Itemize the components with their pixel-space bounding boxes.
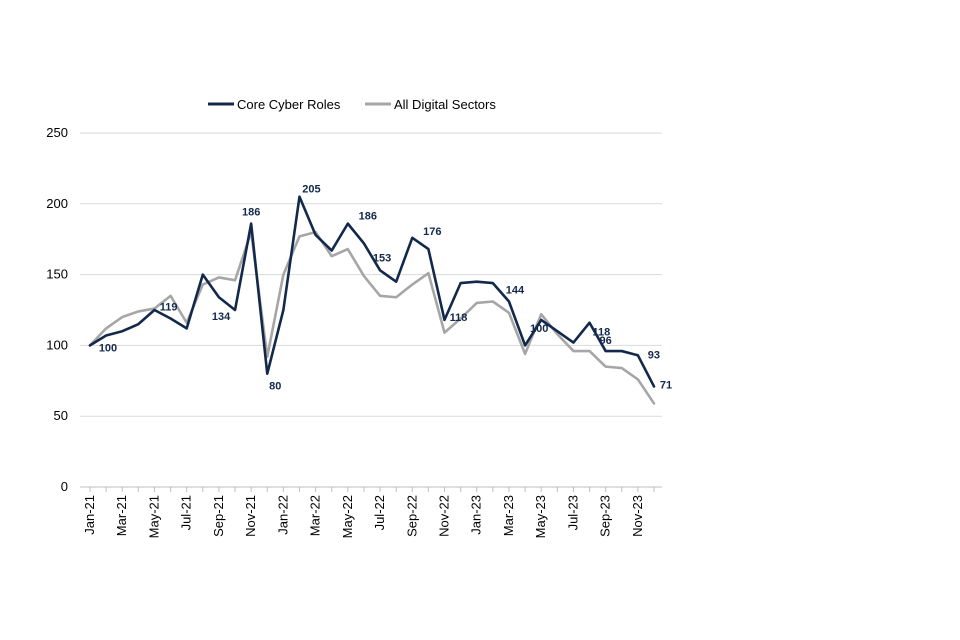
data-label: 118 xyxy=(450,312,468,324)
data-label: 100 xyxy=(530,323,548,335)
x-tick-label: Jul-23 xyxy=(565,495,580,530)
x-tick-label: Jul-22 xyxy=(372,495,387,530)
x-tick-label: Jan-22 xyxy=(275,495,290,535)
y-tick-label: 250 xyxy=(46,125,68,140)
x-tick-label: Sep-22 xyxy=(404,495,419,537)
x-tick-label: Mar-21 xyxy=(114,495,129,536)
legend: Core Cyber Roles All Digital Sectors xyxy=(208,97,496,112)
x-tick-label: Mar-22 xyxy=(308,495,323,536)
x-tick-label: Nov-22 xyxy=(437,495,452,537)
gridlines xyxy=(80,132,662,417)
legend-label: Core Cyber Roles xyxy=(237,97,341,112)
data-label: 144 xyxy=(506,285,525,297)
y-axis: 0 50 100 150 200 250 xyxy=(46,125,68,494)
x-tick-label: May-22 xyxy=(340,495,355,538)
x-tick-label: Mar-23 xyxy=(501,495,516,536)
data-label: 186 xyxy=(242,207,260,219)
legend-label: All Digital Sectors xyxy=(394,97,496,112)
y-tick-label: 100 xyxy=(46,337,68,352)
data-label: 71 xyxy=(660,379,672,391)
x-tick-label: May-23 xyxy=(533,495,548,538)
x-tick-label: Sep-21 xyxy=(211,495,226,537)
y-tick-label: 50 xyxy=(54,408,68,423)
data-label: 134 xyxy=(212,311,231,323)
x-tick-label: Jan-23 xyxy=(469,495,484,535)
data-label: 93 xyxy=(648,349,660,361)
x-tick-label: Jan-21 xyxy=(82,495,97,535)
y-tick-label: 150 xyxy=(46,267,68,282)
data-label: 80 xyxy=(269,381,281,393)
x-tick-label: May-21 xyxy=(146,495,161,538)
data-label: 176 xyxy=(423,226,441,238)
data-label: 186 xyxy=(359,211,377,223)
y-tick-label: 200 xyxy=(46,196,68,211)
data-label: 153 xyxy=(373,252,391,264)
y-tick-label: 0 xyxy=(61,479,68,494)
data-label: 100 xyxy=(99,342,117,354)
data-label: 96 xyxy=(600,335,612,347)
data-label: 118 xyxy=(593,327,611,339)
series-line-all-digital-sectors xyxy=(88,230,656,405)
x-tick-label: Sep-23 xyxy=(598,495,613,537)
x-tick-label: Nov-21 xyxy=(243,495,258,537)
x-tick-label: Jul-21 xyxy=(179,495,194,530)
series-lines xyxy=(88,195,656,405)
x-tick-label: Nov-23 xyxy=(630,495,645,537)
data-label: 205 xyxy=(302,184,320,196)
series-line-core-cyber-roles xyxy=(88,195,656,388)
x-axis: Jan-21 Mar-21 May-21 Jul-21 Sep-21 Nov-21 Jan-… xyxy=(80,486,662,538)
data-label: 119 xyxy=(160,301,178,313)
